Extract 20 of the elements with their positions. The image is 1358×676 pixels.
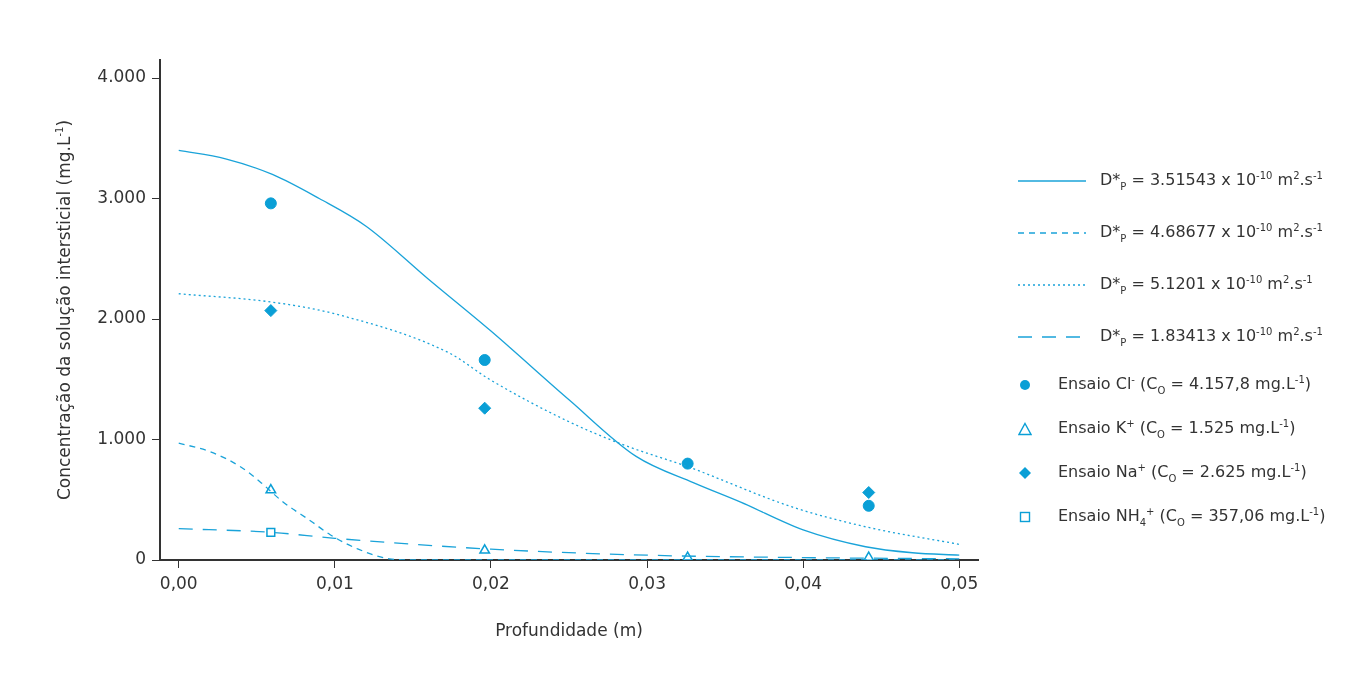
legend-label: Ensaio K$^{+}$ (C$_{O}$ = 1.525 mg.L$^{-1}$)	[1058, 418, 1296, 440]
y-tick-label: 1.000	[97, 427, 146, 448]
x-axis-title: Profundidade (m)	[495, 620, 643, 640]
x-tick-label: 0,04	[784, 572, 823, 593]
legend-label: Ensaio NH$_{4}$$^{+}$ (C$_{O}$ = 357,06 mg.L$^{-1}$)	[1058, 506, 1326, 528]
x-tick-label: 0,00	[159, 572, 198, 593]
legend-label: D*$_{P}$ = 5.1201 x 10$^{-10}$ m$^{2}$.s$^{-1}$	[1100, 274, 1313, 296]
y-tick-label: 3.000	[97, 186, 146, 207]
x-tick-label: 0,05	[940, 572, 979, 593]
y-tick-label: 2.000	[97, 307, 146, 328]
x-tick-label: 0,02	[472, 572, 510, 593]
x-tick-label: 0,03	[628, 572, 666, 593]
y-tick-label: 0	[135, 548, 146, 569]
x-tick-label: 0,01	[315, 572, 354, 593]
legend-label: D*$_{P}$ = 1.83413 x 10$^{-10}$ m$^{2}$.s$^{-1}$	[1100, 326, 1323, 348]
legend-label: Ensaio Na$^{+}$ (C$_{O}$ = 2.625 mg.L$^{-1}$)	[1058, 462, 1307, 484]
legend-label: D*$_{P}$ = 3.51543 x 10$^{-10}$ m$^{2}$.s$^{-1}$	[1100, 170, 1323, 192]
legend-label: D*$_{P}$ = 4.68677 x 10$^{-10}$ m$^{2}$.s$^{-1}$	[1100, 222, 1323, 244]
y-tick-label: 4.000	[97, 66, 146, 87]
legend-label: Ensaio Cl$^{-}$ (C$_{O}$ = 4.157,8 mg.L$^{-1}$)	[1058, 374, 1312, 396]
